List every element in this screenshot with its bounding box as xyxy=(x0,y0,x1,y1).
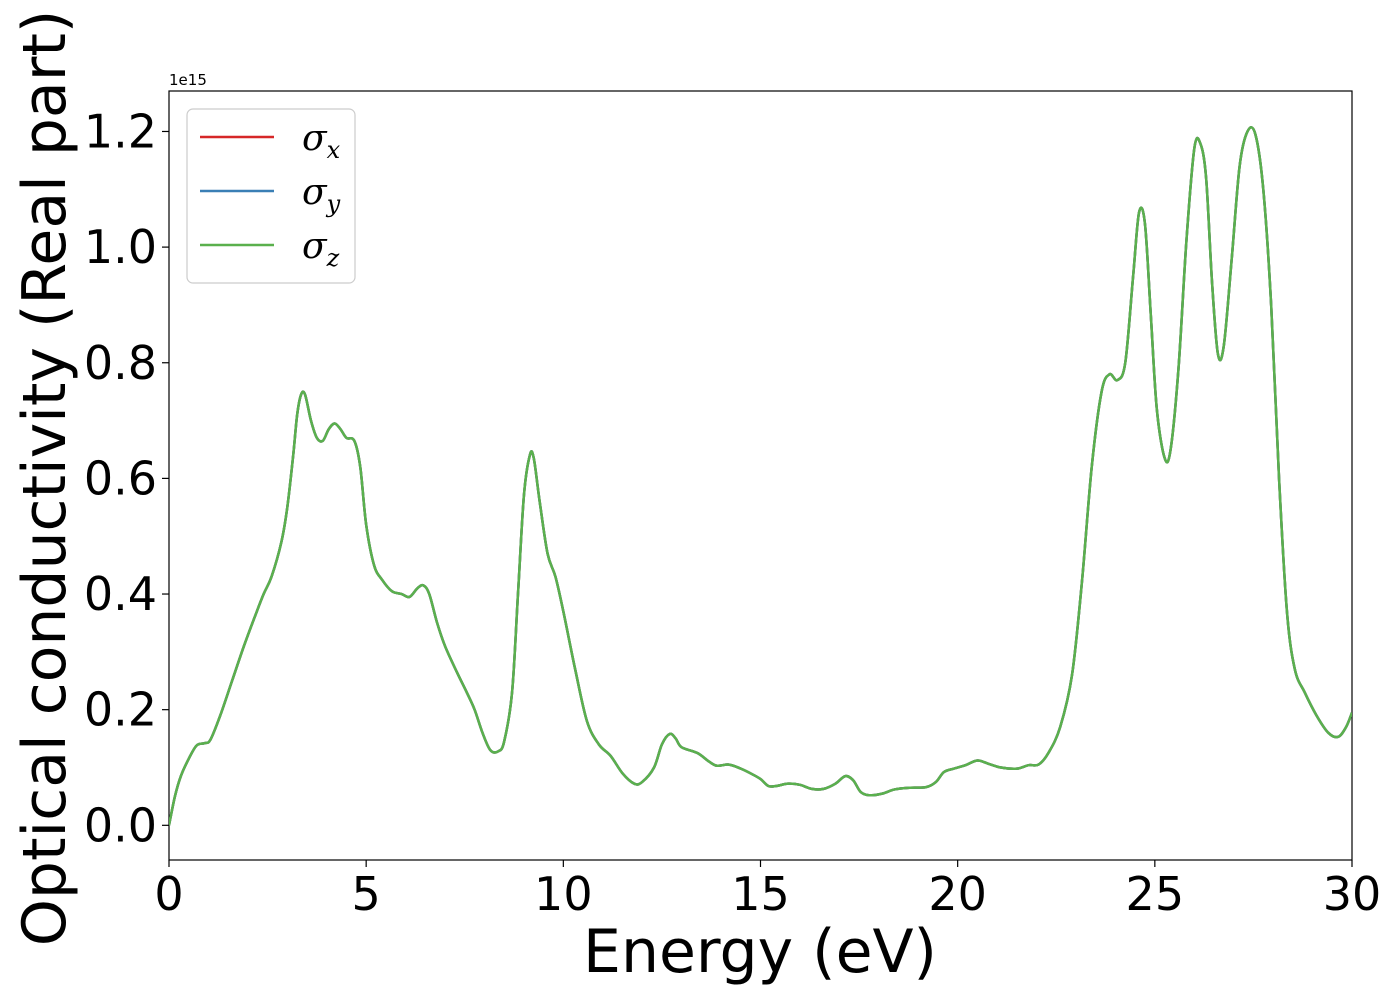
y-offset-label: 1e15 xyxy=(169,71,207,89)
y-axis-ticks: 0.0 0.2 0.4 0.6 0.8 1.0 1.2 xyxy=(84,104,169,852)
legend: σx σy σz xyxy=(186,108,356,284)
legend-entry-sigma-z: σz xyxy=(200,226,340,272)
curve-group xyxy=(169,126,1352,826)
y-tick-label: 0.6 xyxy=(84,451,157,505)
x-tick-label: 25 xyxy=(1126,867,1185,921)
y-tick-label: 1.2 xyxy=(84,104,157,158)
x-tick-label: 0 xyxy=(154,867,183,921)
x-tick-label: 5 xyxy=(352,867,381,921)
y-tick-label: 1.0 xyxy=(84,220,157,274)
x-tick-label: 20 xyxy=(928,867,987,921)
x-tick-label: 10 xyxy=(534,867,593,921)
legend-label: σy xyxy=(302,172,341,218)
x-axis-title: Energy (eV) xyxy=(583,917,937,987)
legend-entry-sigma-x: σx xyxy=(200,118,341,164)
y-tick-label: 0.0 xyxy=(84,798,157,852)
legend-label: σx xyxy=(302,118,341,164)
x-tick-label: 30 xyxy=(1323,867,1382,921)
x-axis-ticks: 0 5 10 15 20 25 30 xyxy=(154,860,1381,921)
legend-box xyxy=(186,108,356,284)
y-tick-label: 0.4 xyxy=(84,567,157,621)
sigma-z-line xyxy=(169,126,1352,826)
y-tick-label: 0.2 xyxy=(84,683,157,737)
legend-entry-sigma-y: σy xyxy=(200,172,341,218)
legend-label: σz xyxy=(302,226,340,272)
x-tick-label: 15 xyxy=(731,867,790,921)
y-axis-title: Optical conductivity (Real part) xyxy=(10,10,80,947)
y-tick-label: 0.8 xyxy=(84,336,157,390)
